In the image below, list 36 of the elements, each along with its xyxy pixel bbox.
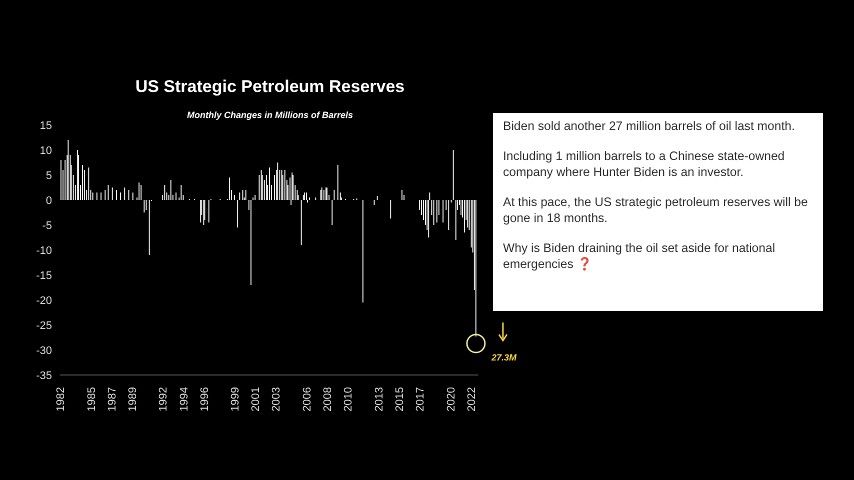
x-tick-label: 2003 xyxy=(270,387,283,412)
y-tick-label: 10 xyxy=(40,144,52,157)
x-tick-label: 1999 xyxy=(230,387,242,412)
x-tick-label: 1982 xyxy=(55,387,68,412)
x-tick-label: 2017 xyxy=(414,387,426,412)
text: Including 1 million barrels to a Chinese state-owned company where Hunter Biden is an investor. xyxy=(503,148,786,180)
x-tick-label: 1992 xyxy=(158,387,170,412)
annotation: 27.3M xyxy=(490,352,517,362)
x-tick-label: 1996 xyxy=(198,387,211,412)
x-tick-label: 2006 xyxy=(302,387,314,412)
y-tick-label: -25 xyxy=(36,320,52,332)
chart-subtitle: Monthly Changes in Millions of Barrels xyxy=(186,110,354,120)
x-tick-label: 2008 xyxy=(322,387,334,412)
y-tick-label: -5 xyxy=(42,220,52,232)
y-tick-label: -10 xyxy=(36,244,52,257)
x-tick-label: 2001 xyxy=(250,387,262,412)
x-tick-label: 1994 xyxy=(178,387,190,412)
x-tick-label: 1987 xyxy=(106,387,118,412)
x-tick-label: 2015 xyxy=(394,387,406,412)
y-tick-label: 5 xyxy=(46,170,52,182)
y-tick-label: 0 xyxy=(46,194,52,207)
y-tick-label: -15 xyxy=(36,270,52,282)
y-tick-label: -20 xyxy=(36,294,52,307)
x-tick-label: 1985 xyxy=(86,387,98,412)
text: Biden sold another 27 million barrels of oil last month. xyxy=(503,118,796,134)
y-tick-label: -35 xyxy=(36,370,52,382)
x-tick-label: 1989 xyxy=(126,387,139,412)
x-tick-label: 2010 xyxy=(342,387,355,412)
text: Why is Biden draining the oil set aside for national emergencies ❓ xyxy=(503,240,776,272)
y-tick-label: -30 xyxy=(36,344,52,357)
x-tick-label: 2022 xyxy=(466,387,478,412)
text: At this pace, the US strategic petroleum reserves will be gone in 18 months. xyxy=(503,194,809,226)
y-tick-label: 15 xyxy=(40,120,52,132)
x-tick-label: 2013 xyxy=(373,387,386,412)
chart-title: US Strategic Petroleum Reserves xyxy=(134,77,406,97)
x-tick-label: 2020 xyxy=(445,387,458,412)
